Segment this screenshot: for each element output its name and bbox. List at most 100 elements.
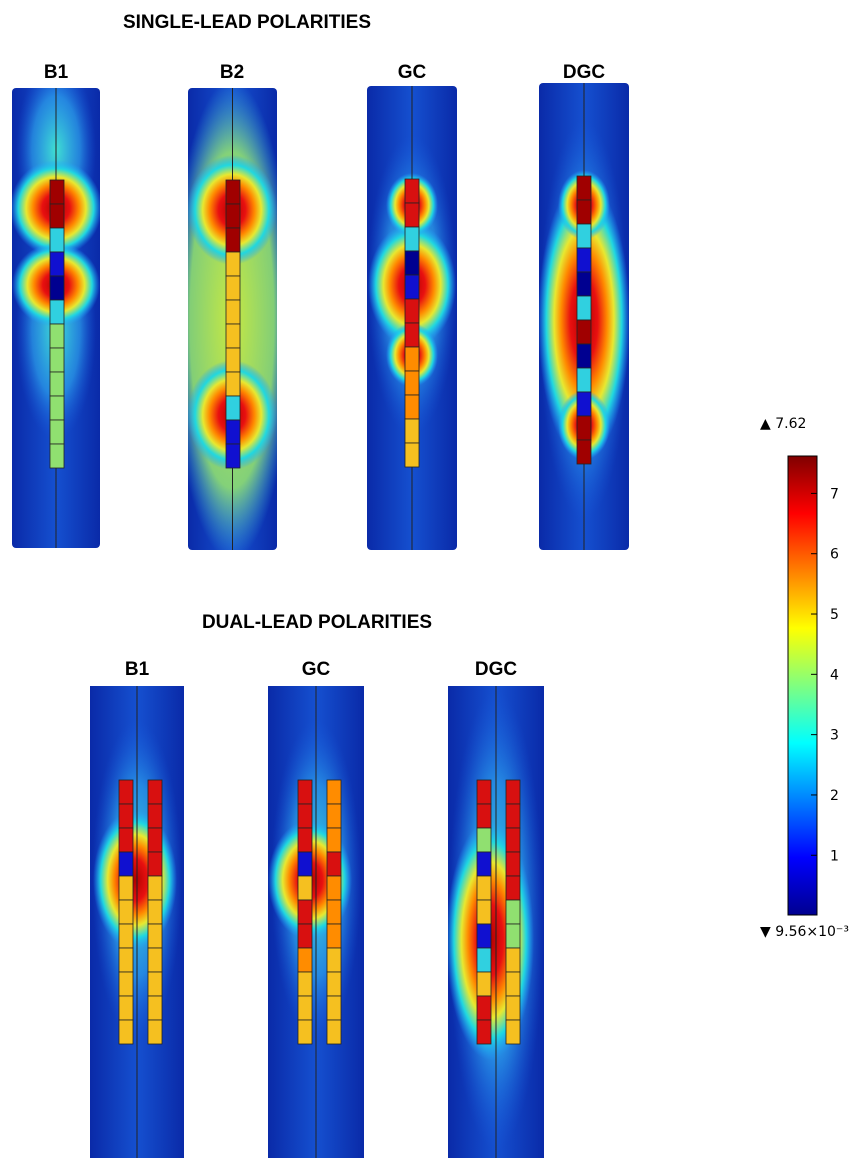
lead-segment	[326, 827, 342, 853]
lead-segment	[49, 371, 65, 397]
lead-segment	[225, 227, 241, 253]
lead-segment	[404, 226, 420, 252]
lead-segment	[118, 851, 134, 877]
lead-segment	[297, 851, 313, 877]
lead-segment	[49, 203, 65, 229]
lead-segment	[147, 851, 163, 877]
lead-segment	[49, 395, 65, 421]
lead-segment	[118, 923, 134, 949]
panel-label: B1	[125, 659, 150, 680]
lead-segment	[576, 439, 592, 465]
lead-segment	[476, 1019, 492, 1045]
field-plot	[268, 686, 364, 1158]
lead-segment	[118, 1019, 134, 1045]
lead-segment	[505, 923, 521, 949]
colorbar-tick-label: 1	[830, 848, 839, 864]
lead-segment	[505, 995, 521, 1021]
lead-segment	[404, 178, 420, 204]
colorbar-tick-label: 2	[830, 788, 839, 804]
lead-segment	[576, 295, 592, 321]
colorbar-tick-label: 4	[830, 667, 839, 683]
lead-segment	[576, 223, 592, 249]
field-plot	[539, 83, 629, 550]
lead-segment	[404, 418, 420, 444]
lead-segment	[297, 1019, 313, 1045]
lead-segment	[225, 251, 241, 277]
lead-segment	[476, 995, 492, 1021]
lead-segment	[476, 971, 492, 997]
lead-segment	[576, 199, 592, 225]
lead-segment	[476, 947, 492, 973]
colorbar-max-label: ▲ 7.62	[760, 416, 806, 432]
lead-segment	[225, 299, 241, 325]
panel-label: GC	[302, 659, 331, 680]
lead-segment	[505, 971, 521, 997]
lead-segment	[505, 875, 521, 901]
lead-segment	[476, 851, 492, 877]
field-plot	[448, 686, 544, 1158]
lead-segment	[147, 971, 163, 997]
lead-segment	[225, 395, 241, 421]
lead-segment	[505, 899, 521, 925]
lead-segment	[147, 827, 163, 853]
lead-segment	[326, 899, 342, 925]
panel-label: B2	[220, 62, 244, 83]
lead-segment	[49, 323, 65, 349]
lead-segment	[297, 827, 313, 853]
lead-segment	[147, 875, 163, 901]
lead-segment	[225, 443, 241, 469]
lead-segment	[404, 274, 420, 300]
lead-segment	[147, 1019, 163, 1045]
lead-segment	[576, 319, 592, 345]
lead-segment	[118, 803, 134, 829]
lead-segment	[297, 971, 313, 997]
lead-segment	[118, 947, 134, 973]
lead-segment	[225, 203, 241, 229]
lead-segment	[225, 371, 241, 397]
lead-segment	[476, 827, 492, 853]
lead-segment	[147, 923, 163, 949]
lead-segment	[404, 394, 420, 420]
lead-segment	[476, 923, 492, 949]
colorbar-tick-label: 7	[830, 486, 839, 502]
lead-segment	[576, 271, 592, 297]
lead-segment	[118, 827, 134, 853]
lead-segment	[49, 251, 65, 277]
lead-segment	[404, 370, 420, 396]
lead-segment	[225, 419, 241, 445]
lead-segment	[326, 875, 342, 901]
lead-segment	[49, 419, 65, 445]
lead-segment	[147, 803, 163, 829]
lead-segment	[225, 323, 241, 349]
panel-label: B1	[44, 62, 69, 83]
lead-segment	[476, 899, 492, 925]
lead-segment	[118, 995, 134, 1021]
lead-segment	[49, 179, 65, 205]
lead-segment	[118, 899, 134, 925]
lead-segment	[225, 179, 241, 205]
lead-segment	[505, 827, 521, 853]
section-title: SINGLE-LEAD POLARITIES	[123, 12, 371, 33]
lead-segment	[404, 202, 420, 228]
field-plot	[90, 686, 184, 1158]
lead-segment	[326, 851, 342, 877]
lead-segment	[326, 995, 342, 1021]
lead-segment	[225, 275, 241, 301]
lead-segment	[476, 803, 492, 829]
lead-segment	[326, 923, 342, 949]
field-plot	[188, 88, 277, 550]
lead-segment	[49, 299, 65, 325]
lead-segment	[326, 947, 342, 973]
lead-segment	[505, 947, 521, 973]
lead-segment	[326, 779, 342, 805]
colorbar-min-value: 9.56×10⁻³	[775, 924, 849, 940]
lead-segment	[297, 995, 313, 1021]
lead-segment	[404, 322, 420, 348]
lead-segment	[225, 347, 241, 373]
lead-segment	[147, 779, 163, 805]
lead-segment	[147, 995, 163, 1021]
lead-segment	[118, 875, 134, 901]
colorbar	[787, 455, 818, 916]
